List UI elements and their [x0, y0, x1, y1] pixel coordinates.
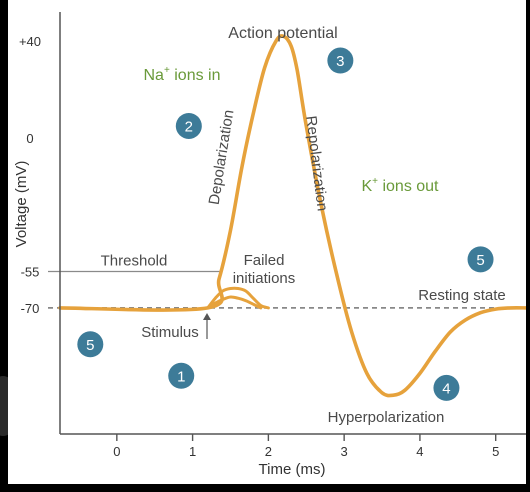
- phase-badge-number: 4: [442, 380, 450, 397]
- phase-badge-number: 2: [185, 118, 193, 135]
- stimulus-label: Stimulus: [141, 324, 199, 341]
- failed-initiation-2-curve: [206, 295, 263, 310]
- na-ions-label: Na+ ions in: [144, 65, 221, 84]
- y-axis-label: Voltage (mV): [13, 161, 30, 248]
- stimulus-arrow-head: [203, 313, 211, 320]
- phase-badge-number: 5: [86, 337, 94, 354]
- x-tick-label: 4: [416, 444, 423, 459]
- resting-state-label: Resting state: [418, 287, 506, 304]
- x-axis-label: Time (ms): [259, 461, 326, 478]
- phase-badge-number: 5: [476, 252, 484, 269]
- x-tick-label: 2: [265, 444, 272, 459]
- x-tick-label: 1: [189, 444, 196, 459]
- failed-initiations-label-line1: Failed: [244, 252, 285, 269]
- phase-badge-5: [77, 331, 104, 358]
- hyperpolarization-label: Hyperpolarization: [328, 409, 445, 426]
- action-potential-curve: [58, 34, 528, 398]
- x-tick-label: 0: [113, 444, 120, 459]
- phase-badge-number: 3: [336, 53, 344, 70]
- chart-svg: 0 1 2 3 4 5 +40 0 -55 -70 Action potential Na+ io…: [13, 12, 528, 478]
- repolarization-label: Repolarization: [302, 115, 331, 212]
- y-tick-label: +40: [19, 34, 41, 49]
- phase-badge-4: [433, 374, 460, 401]
- k-ions-label: K+ ions out: [362, 176, 440, 195]
- chart-title: Action potential: [228, 25, 337, 42]
- depolarization-label: Depolarization: [206, 109, 238, 206]
- failed-initiation-1-curve: [206, 286, 270, 310]
- phase-badge-3: [327, 47, 354, 74]
- phase-badge-2: [175, 112, 202, 139]
- phase-badge-number: 1: [177, 368, 185, 385]
- phase-badge-5: [467, 246, 494, 273]
- x-tick-label: 3: [341, 444, 348, 459]
- threshold-label: Threshold: [101, 253, 168, 270]
- failed-initiations-label-line2: initiations: [233, 270, 296, 287]
- y-tick-label: -55: [21, 265, 40, 280]
- action-potential-chart: 0 1 2 3 4 5 +40 0 -55 -70 Action potential Na+ io…: [8, 0, 528, 484]
- y-tick-label: 0: [26, 131, 33, 146]
- x-tick-label: 5: [492, 444, 499, 459]
- phase-badge-1: [168, 362, 195, 389]
- y-tick-label: -70: [21, 301, 40, 316]
